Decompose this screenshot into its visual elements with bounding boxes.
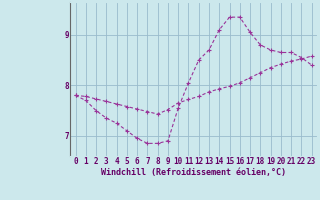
X-axis label: Windchill (Refroidissement éolien,°C): Windchill (Refroidissement éolien,°C) xyxy=(101,168,286,177)
